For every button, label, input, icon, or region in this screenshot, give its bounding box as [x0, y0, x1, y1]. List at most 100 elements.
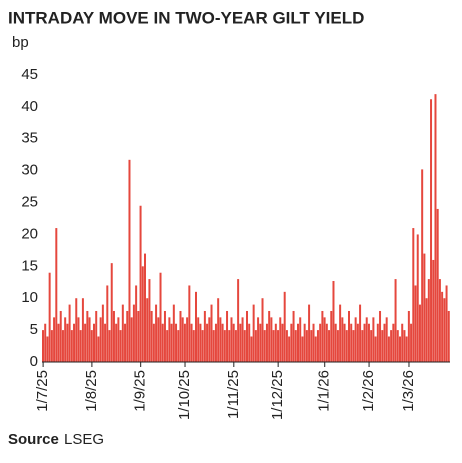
bar: [383, 323, 386, 362]
bar: [166, 330, 169, 362]
bar: [175, 323, 178, 362]
bar: [112, 310, 115, 362]
bar: [356, 323, 359, 362]
bar: [221, 323, 224, 362]
bar: [323, 317, 326, 362]
bar: [441, 291, 444, 362]
bar: [310, 330, 313, 362]
bar: [195, 291, 197, 362]
bar: [95, 310, 98, 362]
bar: [354, 317, 357, 362]
bar: [197, 317, 200, 362]
bar: [343, 323, 346, 362]
chart-title: INTRADAY MOVE IN TWO-YEAR GILT YIELD: [8, 8, 364, 27]
bar: [294, 330, 297, 362]
bar: [50, 330, 53, 362]
x-tick-label: 1/11/25: [225, 370, 242, 419]
bar: [328, 330, 331, 362]
bar: [201, 330, 204, 362]
bar: [297, 323, 299, 362]
bar: [181, 317, 184, 362]
bar: [261, 298, 264, 362]
y-axis-label: bp: [12, 34, 29, 51]
bar: [290, 323, 293, 362]
bar: [90, 330, 93, 362]
bar: [192, 330, 195, 362]
bar: [170, 323, 173, 362]
bar: [188, 285, 191, 362]
bar: [283, 291, 286, 362]
bar: [387, 336, 390, 362]
bar: [434, 94, 437, 362]
bar: [414, 285, 417, 362]
y-tick-label: 30: [21, 162, 38, 179]
bar: [117, 317, 120, 362]
bar: [150, 310, 153, 362]
bar: [303, 323, 306, 362]
bar: [430, 99, 433, 362]
bar: [277, 330, 280, 362]
bar: [57, 323, 60, 362]
bar: [130, 317, 133, 362]
bar: [159, 272, 162, 362]
bar: [436, 208, 439, 362]
bar: [443, 298, 446, 362]
bar: [274, 323, 277, 362]
bar: [325, 323, 328, 362]
bar: [394, 279, 397, 362]
bar: [203, 310, 206, 362]
bar: [370, 330, 373, 362]
bar: [239, 323, 242, 362]
bar: [214, 323, 217, 362]
bar: [407, 310, 410, 362]
bar: [84, 323, 87, 362]
bar: [75, 298, 78, 362]
bar: [219, 317, 222, 362]
bar: [139, 205, 142, 362]
bar: [59, 310, 62, 362]
bar: [301, 336, 304, 362]
bar: [177, 330, 180, 362]
bar: [206, 323, 209, 362]
bar: [237, 279, 240, 362]
bar: [416, 234, 419, 362]
bar: [44, 323, 47, 362]
bar: [265, 323, 268, 362]
bar: [281, 323, 284, 362]
bar: [312, 323, 315, 362]
bar: [332, 281, 335, 362]
bar: [141, 266, 144, 362]
bar: [316, 330, 319, 362]
bar: [137, 310, 140, 362]
bar: [186, 317, 189, 362]
bar: [81, 298, 84, 362]
bar: [410, 323, 413, 362]
bar: [79, 330, 82, 362]
y-tick-label: 20: [21, 225, 38, 242]
bar: [146, 298, 149, 362]
bar: [70, 330, 73, 362]
y-tick-label: 5: [30, 321, 38, 338]
bar: [199, 323, 202, 362]
bar: [183, 323, 186, 362]
bar: [348, 310, 350, 362]
bar: [86, 310, 89, 362]
bar: [305, 330, 308, 362]
bar: [268, 310, 271, 362]
bar: [172, 304, 175, 362]
bar: [341, 317, 344, 362]
bar: [392, 323, 395, 362]
bar: [396, 330, 399, 362]
bar: [126, 310, 129, 362]
x-tick-label: 1/2/26: [360, 370, 377, 412]
bar: [279, 317, 282, 362]
bar: [361, 330, 364, 362]
bar: [345, 330, 348, 362]
bar: [372, 317, 375, 362]
bar: [376, 323, 379, 362]
bar: [319, 323, 322, 362]
bar: [46, 336, 49, 362]
bar: [223, 330, 226, 362]
bar: [157, 317, 160, 362]
bar: [110, 263, 113, 362]
